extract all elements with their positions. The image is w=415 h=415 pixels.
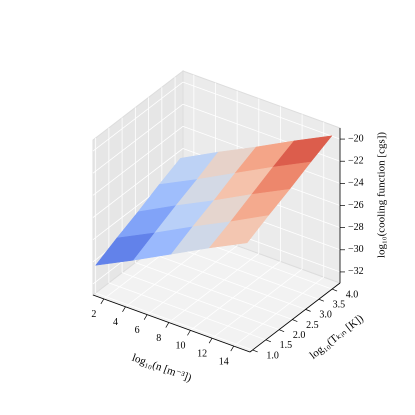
z-tick-label: −20 xyxy=(348,133,364,144)
grid-line xyxy=(190,261,281,331)
x-tick xyxy=(143,314,148,320)
x-tick-label: 8 xyxy=(156,333,161,344)
z-tick-label: −24 xyxy=(348,178,364,189)
x-tick xyxy=(122,306,126,312)
x-tick xyxy=(208,338,213,344)
grid-line xyxy=(148,252,306,310)
y-tick-label: 3.5 xyxy=(333,300,346,311)
x-tick xyxy=(165,322,170,328)
y-tick-label: 3.0 xyxy=(319,310,332,321)
x-axis-label: log₁₀(n [m⁻³]) xyxy=(130,352,193,385)
y-tick xyxy=(292,319,298,322)
y-tick-label: 2.0 xyxy=(293,330,306,341)
grid-line xyxy=(92,126,184,196)
z-tick-label: −26 xyxy=(348,200,364,211)
x-tick-label: 14 xyxy=(219,356,229,367)
x-tick xyxy=(100,298,105,305)
grid-line xyxy=(233,276,325,347)
z-tick-label: −30 xyxy=(348,244,364,255)
z-tick-label: −28 xyxy=(348,222,364,233)
z-tick-label: −22 xyxy=(348,156,364,167)
z-axis-label: log₁₀(cooling function [cgs]) xyxy=(376,132,388,259)
x-tick-label: 2 xyxy=(91,309,96,320)
grid-line xyxy=(211,268,303,339)
grid-line xyxy=(108,282,267,341)
grid-line xyxy=(95,292,253,351)
axis-line xyxy=(249,282,341,353)
grid-line xyxy=(135,262,293,320)
y-tick-label: 4.0 xyxy=(346,289,359,300)
y-tick-label: 1.0 xyxy=(266,350,279,361)
grid-line xyxy=(121,272,280,331)
grid-line xyxy=(146,245,238,315)
grid-line xyxy=(92,148,184,218)
y-tick xyxy=(265,339,272,343)
x-tick xyxy=(230,345,235,352)
axis-line xyxy=(92,294,251,353)
grid-line xyxy=(168,253,260,323)
grid-line xyxy=(182,81,341,140)
surface-patch xyxy=(208,215,269,249)
x-tick-label: 6 xyxy=(135,325,140,336)
y-tick xyxy=(331,288,338,292)
y-tick xyxy=(305,309,311,312)
x-tick-label: 12 xyxy=(197,349,207,360)
y-tick-label: 2.5 xyxy=(306,320,319,331)
y-tick xyxy=(318,298,324,302)
y-tick xyxy=(278,329,285,333)
y-tick-label: 1.5 xyxy=(280,340,293,351)
grid-line xyxy=(92,81,184,152)
grid-line xyxy=(161,241,319,300)
x-tick-label: 4 xyxy=(113,317,118,328)
x-tick xyxy=(187,330,191,336)
z-tick-label: −32 xyxy=(348,266,364,277)
grid-line xyxy=(92,103,184,174)
y-tick xyxy=(252,349,258,353)
x-tick-label: 10 xyxy=(175,341,185,352)
